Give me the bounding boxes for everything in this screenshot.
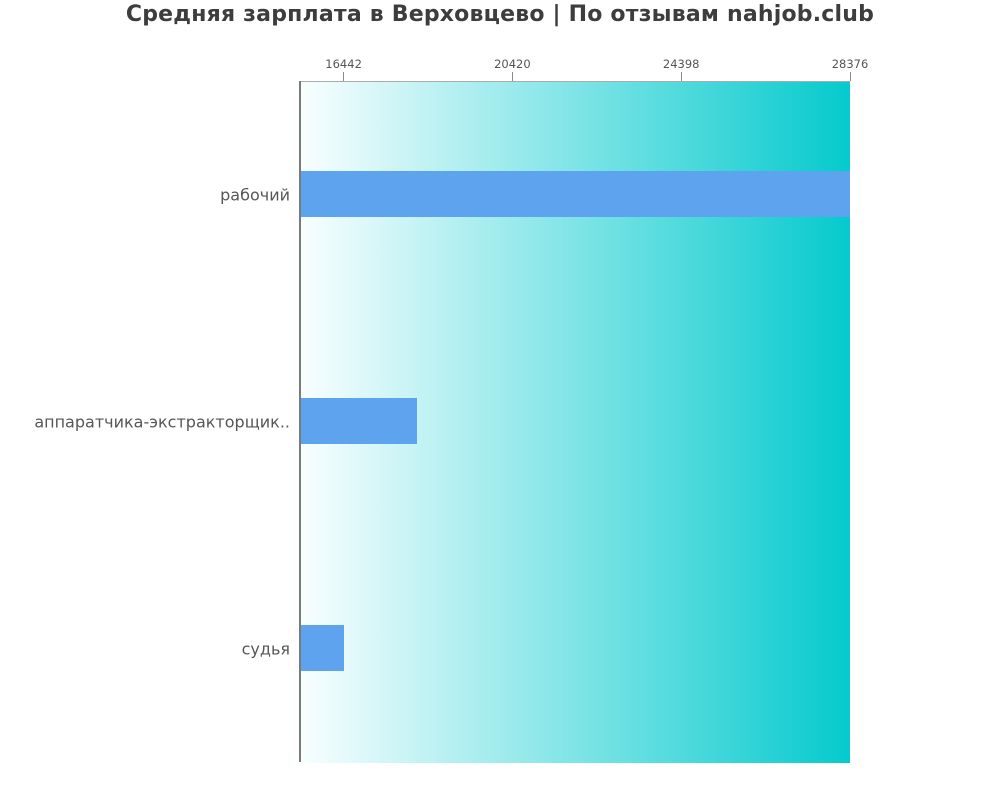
category-label: судья: [241, 639, 290, 658]
x-tick-mark: [511, 72, 513, 81]
x-tick-label: 16442: [325, 57, 362, 71]
y-axis-line: [299, 81, 301, 762]
bar: [301, 170, 850, 217]
x-tick-mark: [680, 72, 682, 81]
x-tick-mark: [849, 72, 851, 81]
x-tick-mark: [343, 72, 345, 81]
category-label: аппаратчика-экстракторщик..: [34, 412, 290, 431]
bar: [301, 397, 417, 444]
x-tick-label: 24398: [662, 57, 700, 71]
x-tick-label: 20420: [494, 57, 531, 71]
x-tick-label: 28376: [831, 57, 869, 71]
bar: [301, 624, 344, 671]
chart-title: Средняя зарплата в Верховцево | По отзыв…: [125, 2, 875, 27]
category-label: рабочий: [220, 185, 290, 204]
